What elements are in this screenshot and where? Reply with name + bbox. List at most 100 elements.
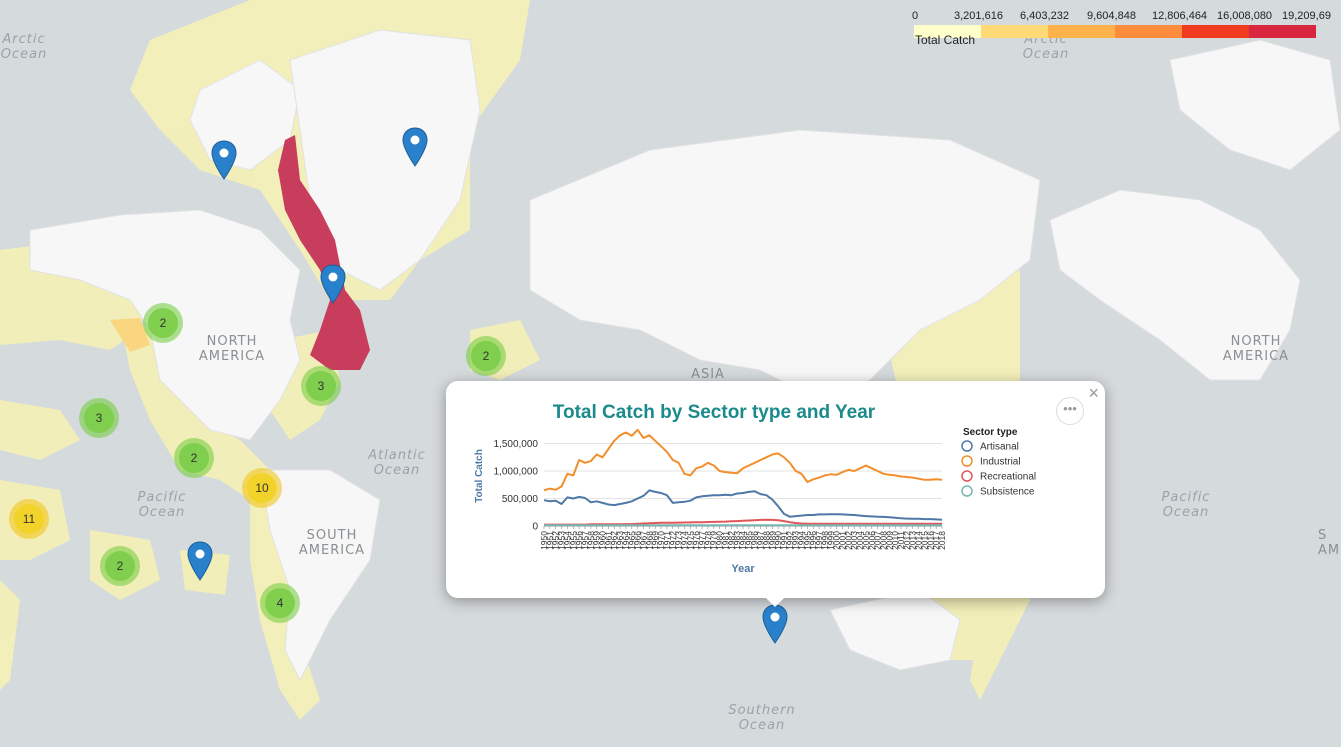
x-tick-label: 1964 [621,531,631,550]
legend-tick: 12,806,464 [1152,10,1208,22]
map-pin-icon[interactable] [402,127,428,167]
legend-marker-artisanal [961,440,973,452]
legend-tick: 6,403,232 [1020,10,1069,22]
x-tick-label: 1969 [650,531,660,550]
x-tick-label: 1961 [603,531,613,550]
ocean-label-atlantic: Atlantic Ocean [368,448,426,478]
legend-tick: 16,008,080 [1217,10,1273,22]
marker-cluster[interactable]: 10 [242,468,282,508]
x-tick-label: 1957 [580,531,590,550]
continent-label-north-america-left: NORTH AMERICA [198,334,266,364]
x-tick-label: 1971 [662,531,672,550]
x-tick-label: 1981 [720,531,730,550]
cluster-count: 11 [14,504,44,534]
x-tick-label: 1978 [703,531,713,550]
legend-color-swatch [981,25,1048,38]
marker-cluster[interactable]: 2 [174,438,214,478]
map-pin-icon[interactable] [211,140,237,180]
x-tick-label: 2009 [884,531,894,550]
x-tick-label: 2015 [919,531,929,550]
x-tick-label: 1975 [685,531,695,550]
legend-color-swatch [1182,25,1249,38]
cluster-count: 2 [105,551,135,581]
high-catch-region [278,135,370,370]
x-tick-label: 1950 [539,531,549,550]
x-tick-label: 2016 [925,531,935,550]
x-tick-label: 1989 [767,531,777,550]
x-tick-label: 1974 [679,531,689,550]
legend-tick: 19,209,69 [1282,10,1331,22]
x-tick-label: 1967 [639,531,649,550]
continent-label-edge: S AM [1318,528,1341,558]
marker-cluster[interactable]: 3 [301,366,341,406]
marker-cluster[interactable]: 2 [466,336,506,376]
map-pin-icon[interactable] [187,541,213,581]
legend-color-bar [914,25,1316,38]
legend-entry-artisanal: Artisanal [980,442,1019,453]
legend-color-swatch [914,25,981,38]
x-tick-label: 2008 [878,531,888,550]
x-tick-label: 1988 [761,531,771,550]
chart-title: Total Catch by Sector type and Year [553,402,876,423]
legend-color-swatch [1048,25,1115,38]
marker-cluster[interactable]: 11 [9,499,49,539]
x-tick-label: 2018 [937,531,947,550]
x-tick-label: 1983 [732,531,742,550]
continent-label-south-america: SOUTH AMERICA [298,528,366,558]
x-tick-label: 1963 [615,531,625,550]
x-tick-label: 2004 [855,531,865,550]
line-chart: Total Catch by Sector type and Year 0 500,… [474,402,1036,575]
x-tick-label: 1986 [750,531,760,550]
close-icon[interactable]: × [1088,383,1099,403]
x-tick-label: 1984 [738,531,748,550]
color-legend: 0 3,201,616 6,403,232 9,604,848 12,806,4… [912,6,1337,50]
map-pin-icon[interactable] [320,264,346,304]
marker-cluster[interactable]: 2 [100,546,140,586]
x-tick-label: 1951 [545,531,555,550]
x-tick-label: 1976 [691,531,701,550]
ocean-label-southern: Southern Ocean [728,703,796,733]
marker-cluster[interactable]: 3 [79,398,119,438]
x-tick-label: 1953 [557,531,567,550]
ocean-label-pacific-left: Pacific Ocean [137,490,187,520]
x-tick-label: 1979 [709,531,719,550]
x-tick-label: 1980 [715,531,725,550]
x-tick-label: 2010 [890,531,900,550]
x-tick-label: 2000 [832,531,842,550]
map-pin-icon-selected[interactable] [762,604,788,644]
continent-label-north-america-right: NORTH AMERICA [1222,334,1290,364]
x-tick-label: 1956 [574,531,584,550]
x-tick-label: 1990 [773,531,783,550]
marker-cluster[interactable]: 2 [143,303,183,343]
x-tick-label: 1996 [808,531,818,550]
cluster-count: 2 [471,341,501,371]
x-tick-label: 1985 [744,531,754,550]
cluster-count: 3 [306,371,336,401]
x-tick-label: 1982 [726,531,736,550]
x-tick-label: 1999 [826,531,836,550]
x-tick-label: 1959 [592,531,602,550]
series-line-industrial [543,428,943,492]
marker-cluster[interactable]: 4 [260,583,300,623]
x-tick-label: 1962 [609,531,619,550]
x-tick-label: 1973 [674,531,684,550]
legend-tick: 3,201,616 [954,10,1003,22]
ocean-label-arctic-left: Arctic Ocean [0,32,48,62]
x-tick-label: 2011 [896,531,906,550]
x-tick-label: 2014 [914,531,924,550]
x-tick-label: 2001 [838,531,848,550]
y-tick-label: 0 [532,522,538,533]
x-tick-label: 1960 [598,531,608,550]
legend-entry-industrial: Industrial [980,457,1021,468]
x-tick-label: 2007 [873,531,883,550]
continent-label-asia: ASIA [691,367,725,382]
x-tick-label: 1977 [697,531,707,550]
more-options-icon[interactable]: ••• [1056,397,1084,425]
y-axis-label: Total Catch [474,449,485,503]
cluster-count: 2 [148,308,178,338]
x-tick-label: 1992 [785,531,795,550]
legend-marker-recreational [961,470,973,482]
legend-tick: 0 [912,10,919,22]
x-tick-label: 2012 [902,531,912,550]
